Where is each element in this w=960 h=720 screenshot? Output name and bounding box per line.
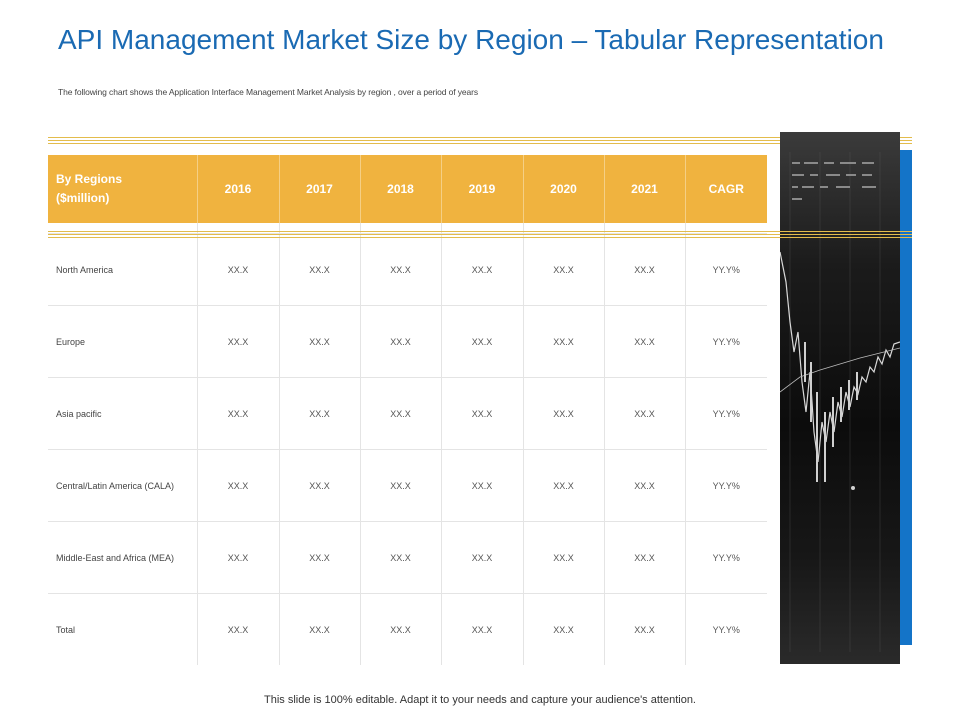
table-row: Asia pacific XX.X XX.X XX.X XX.X XX.X XX… [48,377,767,450]
table-cell: XX.X [197,521,280,594]
header-2018: 2018 [360,155,442,223]
header-2019: 2019 [441,155,524,223]
gold-divider-top [48,137,912,146]
table-cell: XX.X [360,377,442,450]
table-spacer-row [48,223,767,234]
table-cell: XX.X [523,377,605,450]
table-cell: XX.X [197,305,280,378]
table-cell: XX.X [360,305,442,378]
table-cell: XX.X [441,377,524,450]
footer-note: This slide is 100% editable. Adapt it to… [264,694,696,706]
table-cell: XX.X [197,593,280,665]
header-2017: 2017 [279,155,361,223]
table-cell: XX.X [604,377,686,450]
table-header-row: By Regions ($million) 2016 2017 2018 201… [48,155,767,223]
table-cell: XX.X [279,593,361,665]
table-cell: XX.X [604,593,686,665]
table-cell: XX.X [197,377,280,450]
header-2020: 2020 [523,155,605,223]
table-cell: XX.X [604,449,686,522]
region-name: Europe [48,305,198,378]
table-cell: XX.X [523,521,605,594]
region-name: Total [48,593,198,665]
cagr-cell: YY.Y% [685,449,767,522]
cagr-cell: YY.Y% [685,305,767,378]
gold-divider-mid [48,231,912,240]
header-2016: 2016 [197,155,280,223]
cagr-cell: YY.Y% [685,377,767,450]
cagr-cell: YY.Y% [685,521,767,594]
table-cell: XX.X [360,593,442,665]
table-cell: XX.X [279,233,361,306]
table-cell: XX.X [604,233,686,306]
table-row: Middle-East and Africa (MEA) XX.X XX.X X… [48,521,767,594]
table-cell: XX.X [197,233,280,306]
table-cell: XX.X [197,449,280,522]
region-name: North America [48,233,198,306]
table-cell: XX.X [523,449,605,522]
table-row: Central/Latin America (CALA) XX.X XX.X X… [48,449,767,522]
header-2021: 2021 [604,155,686,223]
accent-bar [900,150,912,645]
table-cell: XX.X [441,593,524,665]
table-cell: XX.X [279,305,361,378]
region-name: Central/Latin America (CALA) [48,449,198,522]
stock-chart-photo-icon [780,132,900,664]
table-row: Europe XX.X XX.X XX.X XX.X XX.X XX.X YY.… [48,305,767,378]
cagr-cell: YY.Y% [685,593,767,665]
page-title: API Management Market Size by Region – T… [58,24,884,55]
table-row-total: Total XX.X XX.X XX.X XX.X XX.X XX.X YY.Y… [48,593,767,665]
region-name: Middle-East and Africa (MEA) [48,521,198,594]
table-cell: XX.X [441,305,524,378]
header-regions: By Regions ($million) [48,155,198,223]
region-name: Asia pacific [48,377,198,450]
cagr-cell: YY.Y% [685,233,767,306]
table-cell: XX.X [360,521,442,594]
table-cell: XX.X [441,521,524,594]
table-cell: XX.X [279,377,361,450]
table-cell: XX.X [279,521,361,594]
table-cell: XX.X [360,233,442,306]
table-cell: XX.X [523,593,605,665]
table-cell: XX.X [360,449,442,522]
table-row: North America XX.X XX.X XX.X XX.X XX.X X… [48,233,767,306]
table-cell: XX.X [441,449,524,522]
table-cell: XX.X [604,305,686,378]
table-cell: XX.X [604,521,686,594]
page-subtitle: The following chart shows the Applicatio… [58,87,479,97]
region-market-table: By Regions ($million) 2016 2017 2018 201… [48,155,767,665]
table-cell: XX.X [523,305,605,378]
table-cell: XX.X [441,233,524,306]
table-cell: XX.X [279,449,361,522]
header-cagr: CAGR [685,155,767,223]
table-cell: XX.X [523,233,605,306]
